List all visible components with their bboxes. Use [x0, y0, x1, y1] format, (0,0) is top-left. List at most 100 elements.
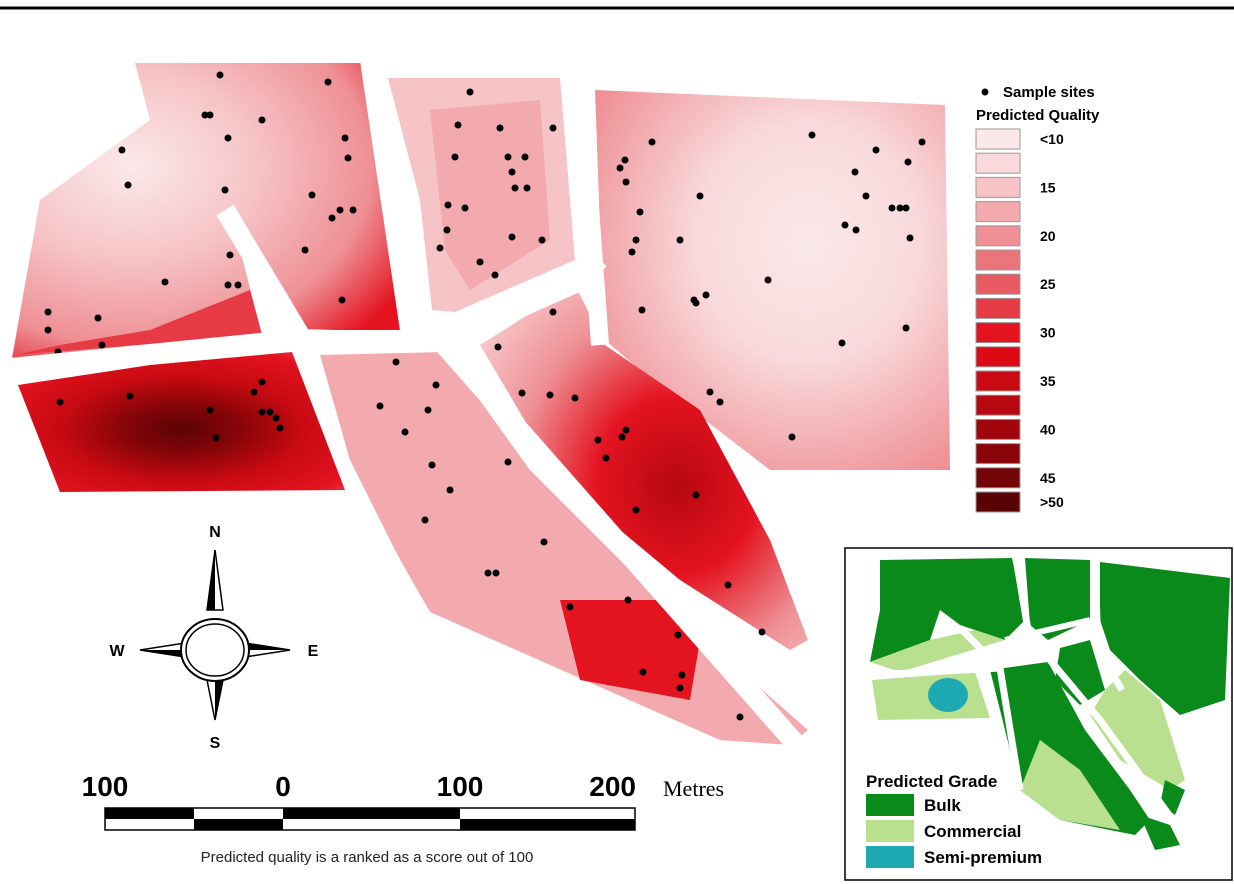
sample-site — [258, 116, 266, 124]
sample-site — [692, 491, 700, 499]
sample-site — [504, 153, 512, 161]
sample-site — [216, 71, 224, 79]
sample-site — [902, 324, 910, 332]
sample-site — [716, 398, 724, 406]
quality-swatch — [975, 273, 1021, 295]
sample-site — [476, 258, 484, 266]
sample-site — [206, 406, 214, 414]
field-blocks — [12, 63, 950, 745]
quality-swatch — [975, 443, 1021, 465]
sample-site — [808, 131, 816, 139]
sample-sites-label: Sample sites — [1003, 84, 1095, 101]
sample-site — [546, 391, 554, 399]
quality-swatch-label: 45 — [1040, 470, 1056, 486]
sample-site — [648, 138, 656, 146]
sample-site — [454, 121, 462, 129]
sample-site — [724, 581, 732, 589]
quality-swatch-label: 40 — [1040, 421, 1056, 437]
sample-site — [639, 668, 647, 676]
sample-site — [349, 206, 357, 214]
sample-site — [540, 538, 548, 546]
sample-site — [702, 291, 710, 299]
quality-swatch — [975, 176, 1021, 198]
sample-site — [602, 454, 610, 462]
inset-legend-swatches: Bulk Commercial Semi-premium — [866, 794, 1042, 868]
sample-site — [451, 153, 459, 161]
sample-site — [706, 388, 714, 396]
grade-swatch-label: Commercial — [924, 822, 1021, 841]
quality-swatch-label: >50 — [1040, 494, 1064, 510]
sample-site — [443, 226, 451, 234]
sample-site — [212, 434, 220, 442]
scale-bar: 100 0 100 200 Metres Predicted quality i… — [82, 771, 724, 866]
inset-legend-title: Predicted Grade — [866, 772, 997, 791]
sample-site — [432, 381, 440, 389]
quality-swatch — [975, 201, 1021, 223]
quality-swatch — [975, 346, 1021, 368]
sample-site — [676, 684, 684, 692]
sample-site — [872, 146, 880, 154]
quality-swatch — [975, 491, 1021, 513]
sample-site — [523, 184, 531, 192]
sample-site — [566, 603, 574, 611]
compass-north-label: N — [209, 524, 221, 541]
quality-swatch — [975, 418, 1021, 440]
quality-swatch-label: 15 — [1040, 179, 1056, 195]
grade-swatch — [866, 846, 914, 868]
grade-swatch — [866, 794, 914, 816]
compass-south-label: S — [210, 735, 221, 752]
sample-site — [444, 201, 452, 209]
sample-site — [618, 433, 626, 441]
sample-site — [622, 178, 630, 186]
sample-site — [401, 428, 409, 436]
sample-site-legend-marker — [981, 88, 989, 96]
quality-swatch — [975, 370, 1021, 392]
sample-site — [324, 78, 332, 86]
quality-swatch — [975, 322, 1021, 344]
sample-site — [301, 246, 309, 254]
sample-site — [736, 713, 744, 721]
sample-site — [224, 281, 232, 289]
inset-map: Predicted Grade Bulk Commercial Semi-premi… — [844, 547, 1233, 881]
sample-site — [906, 234, 914, 242]
sample-site — [758, 628, 766, 636]
sample-site — [841, 221, 849, 229]
sample-site — [508, 168, 516, 176]
block-northwest — [12, 63, 410, 358]
sample-site — [258, 378, 266, 386]
compass-west-label: W — [109, 643, 125, 660]
scale-label-100: 100 — [437, 771, 484, 802]
sample-site — [272, 414, 280, 422]
sample-site — [764, 276, 772, 284]
quality-legend: Sample sites Predicted Quality <10 15 20 25… — [975, 84, 1100, 513]
quality-swatch-label: 35 — [1040, 373, 1056, 389]
sample-site — [549, 124, 557, 132]
sample-site — [308, 191, 316, 199]
block-southeast — [480, 285, 808, 650]
sample-site — [624, 596, 632, 604]
quality-legend-title: Predicted Quality — [976, 107, 1100, 124]
quality-swatch — [975, 225, 1021, 247]
sample-site — [538, 236, 546, 244]
sample-site — [336, 206, 344, 214]
block-south-central-red — [560, 600, 700, 700]
sample-site — [421, 516, 429, 524]
sample-site — [328, 214, 336, 222]
sample-site — [896, 204, 904, 212]
sample-sites — [44, 71, 926, 721]
scale-label-100-left: 100 — [82, 771, 129, 802]
quality-swatch — [975, 128, 1021, 150]
sample-site — [44, 308, 52, 316]
quality-swatch — [975, 297, 1021, 319]
grade-swatch-label: Bulk — [924, 796, 961, 815]
sample-site — [788, 433, 796, 441]
sample-site — [628, 248, 636, 256]
sample-site — [622, 426, 630, 434]
sample-site — [436, 244, 444, 252]
quality-swatch-label: <10 — [1040, 131, 1064, 147]
sample-site — [511, 184, 519, 192]
field-roads — [0, 58, 818, 767]
sample-site — [124, 181, 132, 189]
quality-swatch — [975, 467, 1021, 489]
